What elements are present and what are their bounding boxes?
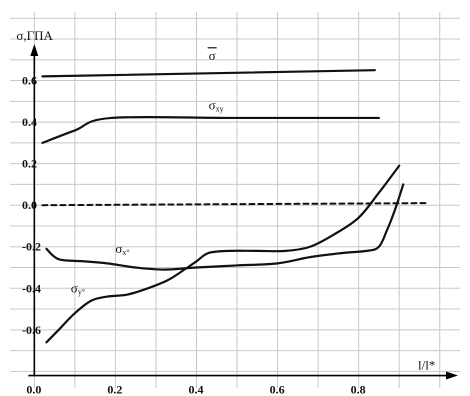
series [41, 69, 405, 344]
series-line-1 [41, 115, 381, 144]
series-label-3: σx° [115, 241, 129, 257]
x-tick-label: 0.4 [188, 383, 203, 396]
series-line-0 [41, 69, 376, 78]
series-label-1: σxy [209, 98, 224, 114]
x-tick-label: 0.6 [270, 383, 285, 396]
reference-layer [41, 202, 429, 207]
x-tick-label: 0.2 [107, 383, 122, 396]
y-tick-label: -0.6 [22, 323, 41, 337]
y-axis-arrow [30, 44, 39, 56]
y-tick-label: 0.0 [22, 198, 37, 212]
y-tick-label: -0.4 [22, 281, 41, 295]
series-line-4 [45, 164, 401, 344]
grid [10, 12, 460, 388]
labels: σ,ГПА l/l* 0.0 0.2 0.4 0.6 0.8 0.6 0.4 0.2 0.0 -0.2… [16, 28, 435, 396]
y-tick-label: -0.2 [22, 240, 41, 254]
y-axis-title: σ,ГПА [16, 28, 53, 43]
y-tick-label: 0.4 [22, 115, 37, 129]
series-line-3 [45, 183, 405, 271]
y-tick-label: 0.6 [22, 74, 37, 88]
series-label-4: σy° [71, 280, 85, 296]
y-tick-label: 0.2 [22, 157, 37, 171]
x-tick-label: 0.8 [351, 383, 366, 396]
x-tick-label: 0.0 [26, 383, 41, 396]
axes [28, 44, 458, 380]
x-axis-arrow [446, 371, 458, 380]
x-axis-title: l/l* [418, 358, 435, 373]
series-line-2 [41, 202, 429, 207]
series-label-0: σ [209, 48, 216, 63]
